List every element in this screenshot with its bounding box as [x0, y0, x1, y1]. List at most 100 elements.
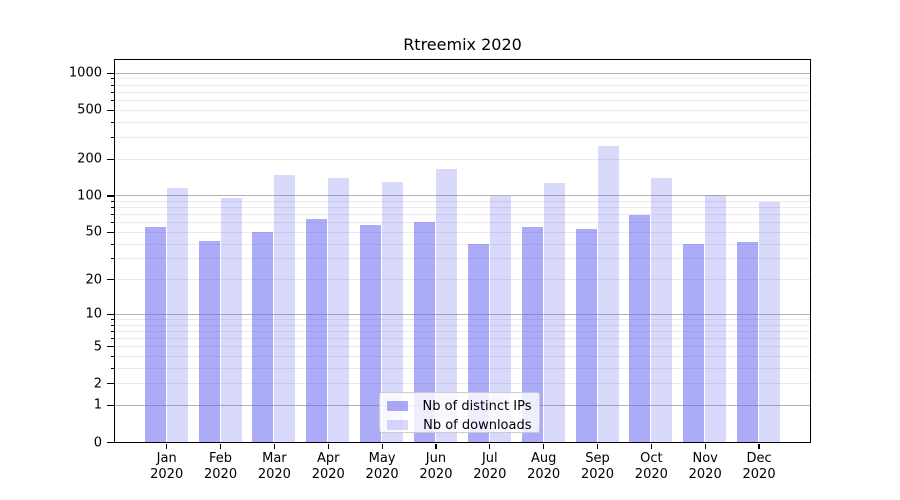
- minor-gridline: [115, 330, 810, 332]
- y-minor-tick: [110, 222, 114, 224]
- y-tick-label: 200: [77, 151, 102, 167]
- x-tick-label-feb: Feb 2020: [204, 451, 238, 482]
- x-tick: [273, 444, 275, 449]
- minor-gridline: [115, 318, 810, 320]
- bar-downloads: [166, 187, 188, 442]
- x-tick-label-nov: Nov 2020: [688, 451, 722, 482]
- x-tick-label-oct: Oct 2020: [634, 451, 668, 482]
- x-tick: [489, 444, 491, 449]
- x-tick-label-jan: Jan 2020: [150, 451, 184, 482]
- bar-downloads: [705, 195, 727, 442]
- bar-distinct-ips: [413, 222, 435, 442]
- bar-distinct-ips: [198, 241, 220, 442]
- y-minor-tick: [110, 355, 114, 357]
- y-minor-tick: [110, 91, 114, 93]
- plot-area: Nb of distinct IPs Nb of downloads: [114, 59, 811, 443]
- x-tick-label-jul: Jul 2020: [473, 451, 507, 482]
- minor-gridline: [115, 121, 810, 123]
- bars-layer: [115, 60, 810, 442]
- bar-distinct-ips: [575, 228, 597, 442]
- minor-gridline: [115, 324, 810, 326]
- y-tick-label: 50: [85, 224, 102, 240]
- minor-gridline: [115, 100, 810, 102]
- y-minor-tick: [110, 367, 114, 369]
- bar-downloads: [382, 182, 404, 442]
- y-minor-tick: [110, 279, 114, 281]
- major-gridline: [115, 313, 810, 315]
- bar-downloads: [489, 195, 511, 442]
- x-tick: [596, 444, 599, 449]
- x-tick: [435, 444, 437, 449]
- y-minor-tick: [110, 324, 114, 326]
- y-minor-tick: [110, 243, 114, 245]
- x-tick-label-dec: Dec 2020: [742, 451, 776, 482]
- minor-gridline: [115, 84, 810, 86]
- x-tick: [327, 444, 329, 449]
- minor-gridline: [115, 258, 810, 260]
- y-minor-tick: [110, 200, 114, 202]
- bar-distinct-ips: [306, 218, 328, 442]
- bar-downloads: [435, 168, 457, 442]
- bar-distinct-ips: [737, 242, 759, 442]
- x-tick-label-aug: Aug 2020: [527, 451, 561, 482]
- bar-distinct-ips: [144, 226, 166, 442]
- bar-downloads: [759, 201, 781, 442]
- y-minor-tick: [110, 383, 114, 385]
- bar-downloads: [543, 183, 565, 442]
- legend-item-distinct-ips: Nb of distinct IPs: [386, 397, 532, 416]
- bar-distinct-ips: [252, 231, 274, 442]
- x-tick: [758, 444, 760, 449]
- y-tick-label: 1: [93, 397, 102, 413]
- y-tick: [107, 404, 114, 407]
- y-tick-label: 2: [93, 376, 102, 392]
- minor-gridline: [115, 346, 810, 348]
- bar-downloads: [328, 177, 350, 442]
- y-tick: [107, 313, 114, 316]
- minor-gridline: [115, 200, 810, 202]
- minor-gridline: [115, 137, 810, 138]
- bar-downloads: [220, 197, 242, 442]
- x-tick-label-jun: Jun 2020: [419, 451, 453, 482]
- minor-gridline: [115, 243, 810, 245]
- legend: Nb of distinct IPs Nb of downloads: [378, 391, 540, 435]
- minor-gridline: [115, 383, 810, 385]
- legend-label-downloads: Nb of downloads: [423, 417, 532, 433]
- x-tick-label-may: May 2020: [365, 451, 399, 482]
- bar-distinct-ips: [521, 226, 543, 442]
- bar-distinct-ips: [360, 225, 382, 442]
- y-tick: [107, 442, 114, 444]
- y-tick-label: 100: [77, 188, 102, 204]
- x-tick-label-mar: Mar 2020: [257, 451, 291, 482]
- bar-downloads: [597, 146, 619, 442]
- minor-gridline: [115, 367, 810, 369]
- y-minor-tick: [110, 100, 114, 102]
- x-tick-label-apr: Apr 2020: [311, 451, 345, 482]
- x-tick: [166, 444, 168, 449]
- legend-item-downloads: Nb of downloads: [386, 416, 532, 435]
- y-minor-tick: [110, 258, 114, 260]
- minor-gridline: [115, 109, 810, 111]
- minor-gridline: [115, 207, 810, 209]
- y-minor-tick: [110, 231, 114, 233]
- legend-swatch-downloads: [386, 420, 408, 430]
- bar-downloads: [274, 175, 296, 442]
- bar-distinct-ips: [629, 214, 651, 442]
- x-tick: [704, 444, 706, 449]
- major-gridline: [115, 195, 810, 197]
- y-minor-tick: [110, 137, 114, 138]
- y-minor-tick: [110, 346, 114, 348]
- grid-layer: [115, 60, 810, 442]
- major-gridline: [115, 72, 810, 74]
- y-tick: [107, 72, 114, 74]
- legend-label-distinct-ips: Nb of distinct IPs: [422, 398, 532, 414]
- minor-gridline: [115, 231, 810, 233]
- x-tick: [219, 444, 222, 449]
- y-tick-label: 0: [93, 435, 102, 450]
- y-minor-tick: [110, 214, 114, 216]
- y-tick: [107, 195, 114, 197]
- y-minor-tick: [110, 207, 114, 209]
- minor-gridline: [115, 355, 810, 357]
- y-tick-label: 20: [85, 272, 102, 288]
- y-tick-label: 5: [93, 339, 102, 355]
- minor-gridline: [115, 338, 810, 339]
